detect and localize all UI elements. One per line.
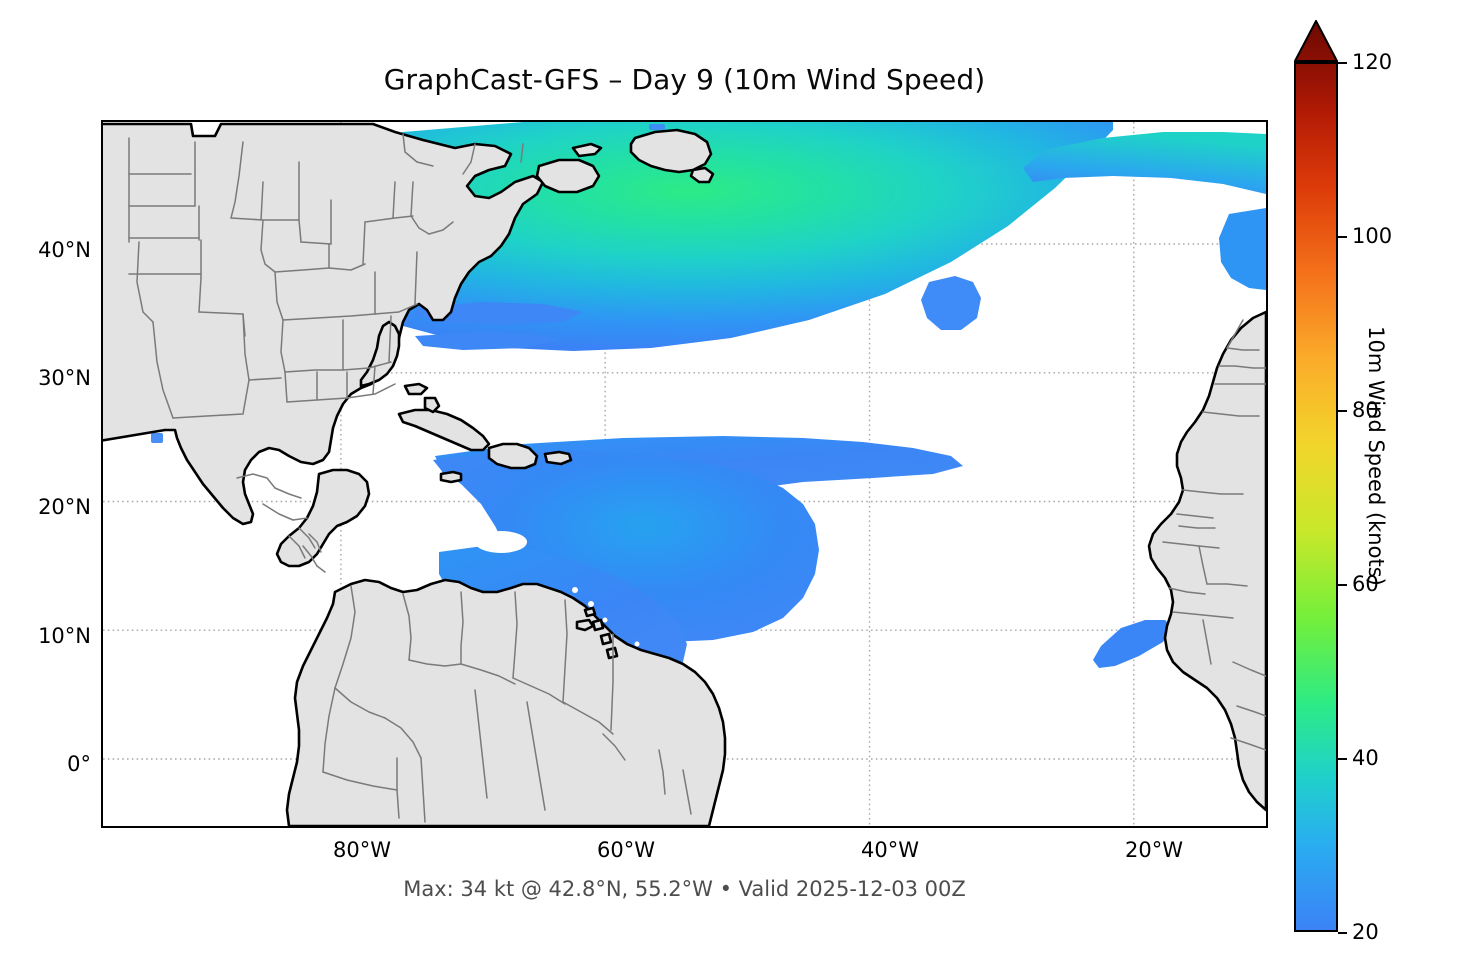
landmass-bahamas-a <box>403 382 429 396</box>
landmass-bahamas-b <box>423 396 441 414</box>
landmass-hispaniola <box>487 442 539 470</box>
wind-region-ne-atlantic-band <box>1023 132 1266 194</box>
map-land-layer <box>103 122 1266 826</box>
landmass-nova-scotia <box>535 158 601 194</box>
landmass-north-america <box>103 122 545 526</box>
landmass-cuba <box>397 408 491 452</box>
landmass-newfoundland <box>629 128 713 174</box>
landmass-antilles-a <box>583 606 597 618</box>
colorbar-tick-mark-100 <box>1338 236 1347 238</box>
colorbar-tick-mark-40 <box>1338 758 1347 760</box>
landmass-puerto-rico <box>543 450 573 466</box>
colorbar-tick-label-120: 120 <box>1352 50 1393 74</box>
wind-region-ne-atlantic-lobe <box>1219 208 1266 290</box>
wind-hole-hispaniola <box>475 531 527 553</box>
x-tick-label-20w: 20°W <box>1125 838 1183 862</box>
colorbar[interactable]: 120 100 80 60 40 20 <box>1294 20 1392 944</box>
y-tick-label-20n: 20°N <box>38 495 91 519</box>
landmass-trinidad <box>575 618 595 632</box>
admin-borders <box>128 133 1266 823</box>
y-tick-label-40n: 40°N <box>38 238 91 262</box>
wind-region-bahamas-caribbean <box>433 450 819 642</box>
colorbar-tick-label-100: 100 <box>1352 224 1393 248</box>
wind-speck-gulf-of-mexico <box>151 433 163 443</box>
landmass-newfoundland-tail <box>689 166 715 184</box>
landmass-pei <box>571 142 603 158</box>
landmass-central-america <box>275 468 371 568</box>
wind-hole-speck-c <box>602 617 608 623</box>
landmass-antilles-c <box>599 632 613 646</box>
colorbar-tick-mark-120 <box>1338 62 1347 64</box>
landmass-antilles-b <box>591 618 605 632</box>
wind-speck-north-strip <box>649 124 665 130</box>
colorbar-axis-label: 10m Wind Speed (knots) <box>1364 326 1388 586</box>
y-tick-label-30n: 30°N <box>38 366 91 390</box>
map-footer-annotation: Max: 34 kt @ 42.8°N, 55.2°W • Valid 2025… <box>403 877 966 901</box>
wind-hole-speck-b <box>588 601 594 607</box>
map-inner <box>103 122 1266 826</box>
landmass-antilles-d <box>605 646 619 660</box>
colorbar-tick-label-40: 40 <box>1352 746 1379 770</box>
y-tick-label-10n: 10°N <box>38 624 91 648</box>
landmass-west-africa <box>1147 310 1266 812</box>
colorbar-gradient[interactable] <box>1294 62 1338 932</box>
wind-hole-cuba-east <box>459 518 491 534</box>
wind-hole-speck-a <box>572 587 578 593</box>
wind-region-mid-atl-coast-a <box>415 302 583 325</box>
colorbar-tick-mark-20 <box>1338 932 1347 934</box>
colorbar-tick-mark-80 <box>1338 410 1347 412</box>
colorbar-tick-mark-60 <box>1338 584 1347 586</box>
wind-region-mid-atl-coast-b <box>415 332 559 350</box>
wind-hole-speck-d <box>634 641 640 647</box>
landmass-jamaica <box>439 470 463 484</box>
y-tick-label-0: 0° <box>67 752 91 776</box>
colorbar-tick-label-60: 60 <box>1352 572 1379 596</box>
x-tick-label-80w: 80°W <box>333 838 391 862</box>
map-axes[interactable] <box>101 120 1268 828</box>
x-tick-label-40w: 40°W <box>861 838 919 862</box>
x-tick-label-60w: 60°W <box>597 838 655 862</box>
wind-region-senegal-jet <box>1093 620 1173 668</box>
colorbar-tick-label-80: 80 <box>1352 398 1379 422</box>
colorbar-tick-label-20: 20 <box>1352 920 1379 944</box>
colorbar-extend-arrow <box>1294 20 1338 62</box>
page-title: GraphCast-GFS – Day 9 (10m Wind Speed) <box>383 63 986 96</box>
wind-region-mid-atlantic-cell <box>921 276 981 330</box>
